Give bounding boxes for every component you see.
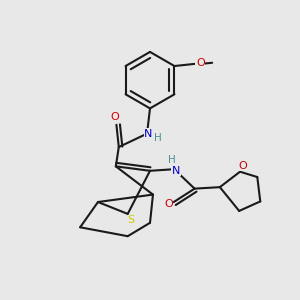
Text: O: O — [196, 58, 205, 68]
Text: H: H — [168, 155, 176, 165]
Text: O: O — [238, 161, 247, 171]
Text: O: O — [111, 112, 119, 122]
Text: S: S — [127, 215, 134, 225]
Text: N: N — [144, 129, 153, 139]
Text: H: H — [154, 133, 162, 143]
Text: O: O — [164, 199, 173, 209]
Text: N: N — [172, 166, 180, 176]
